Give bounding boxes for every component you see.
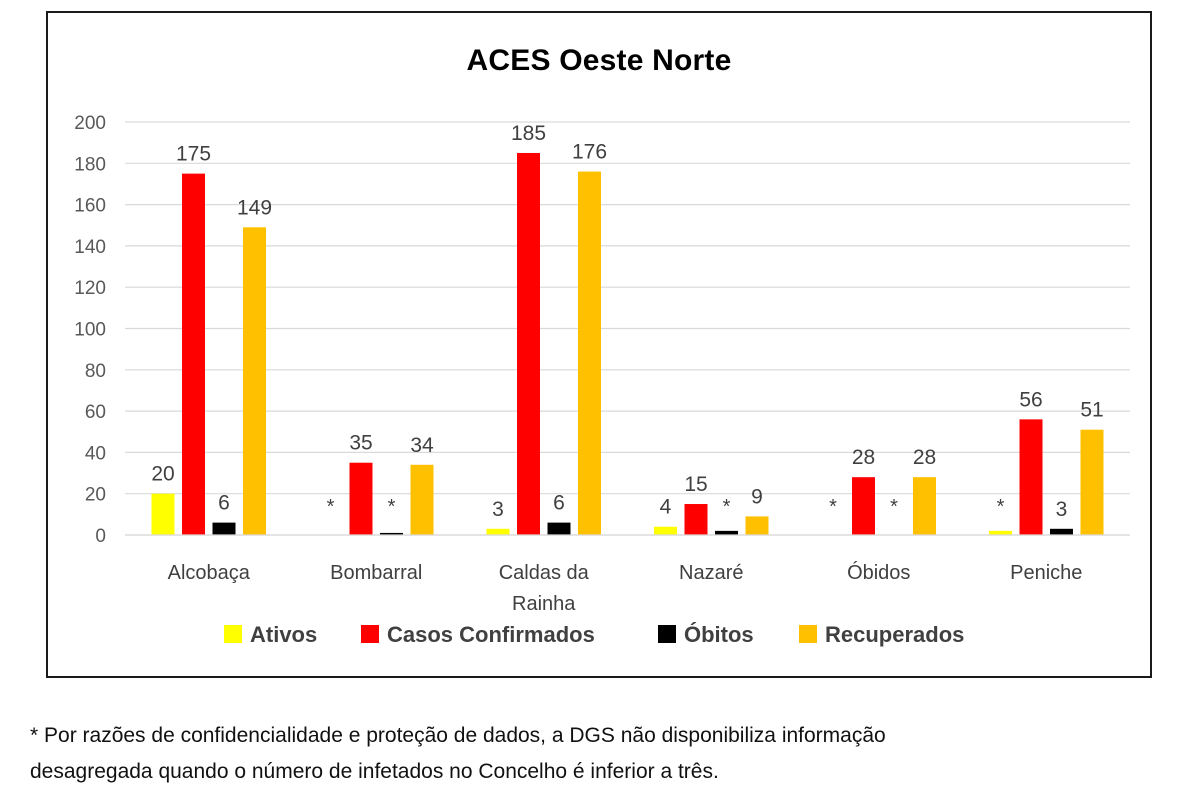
bar: [684, 504, 708, 535]
bar: [989, 530, 1012, 535]
y-tick-label: 120: [74, 278, 106, 299]
data-label: 176: [572, 141, 607, 164]
y-tick-label: 200: [74, 113, 106, 134]
bar: [151, 493, 175, 535]
data-label: *: [890, 496, 898, 518]
bar: [913, 477, 936, 535]
bar: [182, 173, 205, 535]
bar: [578, 171, 601, 535]
footnote-line-1: * Por razões de confidencialidade e prot…: [30, 724, 886, 747]
data-label: 15: [684, 473, 707, 496]
bar: [715, 530, 738, 535]
y-tick-label: 100: [74, 320, 106, 341]
legend-label: Óbitos: [684, 622, 754, 647]
footnote-line-2: desagregada quando o número de infetados…: [30, 760, 719, 783]
x-tick-label: Nazaré: [679, 562, 743, 584]
data-label: *: [829, 496, 837, 518]
y-tick-label: 40: [85, 443, 106, 464]
data-label: 28: [852, 446, 875, 469]
y-tick-label: 0: [95, 526, 106, 547]
y-tick-label: 20: [85, 485, 106, 506]
x-tick-label: Rainha: [512, 593, 576, 615]
bar: [745, 516, 769, 535]
y-tick-label: 180: [74, 154, 106, 175]
data-label: 149: [237, 196, 272, 219]
legend-label: Ativos: [250, 622, 317, 647]
data-label: 35: [349, 432, 372, 455]
x-tick-label: Peniche: [1010, 562, 1082, 584]
x-tick-label: Caldas da: [499, 562, 590, 584]
data-label: 6: [553, 492, 565, 515]
data-label: 9: [751, 485, 763, 508]
bar: [1050, 528, 1073, 535]
data-label: 4: [660, 496, 672, 519]
data-label: 56: [1019, 388, 1042, 411]
bar: [243, 227, 266, 535]
bar: [410, 464, 434, 535]
bar: [1019, 419, 1043, 535]
y-tick-label: 60: [85, 402, 106, 423]
data-label: 185: [511, 122, 546, 145]
data-label: 28: [913, 446, 936, 469]
y-tick-label: 160: [74, 196, 106, 217]
bar: [547, 522, 571, 535]
legend-swatch: [224, 625, 242, 643]
data-label: *: [327, 496, 335, 518]
data-label: 175: [176, 143, 211, 166]
y-tick-label: 140: [74, 237, 106, 258]
data-label: *: [723, 496, 731, 518]
x-tick-label: Alcobaça: [168, 562, 251, 584]
data-label: 3: [1056, 498, 1068, 521]
data-label: *: [997, 496, 1005, 518]
bar: [349, 462, 373, 535]
bar: [1080, 429, 1104, 535]
y-tick-label: 80: [85, 361, 106, 382]
x-tick-label: Bombarral: [330, 562, 422, 584]
data-label: 34: [410, 434, 434, 457]
bar: [654, 526, 677, 535]
bar: [380, 532, 403, 535]
bar: [486, 528, 510, 535]
legend-swatch: [799, 625, 817, 643]
chart-title: ACES Oeste Norte: [466, 44, 732, 77]
bar: [852, 477, 875, 535]
data-label: 20: [151, 463, 174, 486]
bar: [212, 522, 236, 535]
legend-label: Casos Confirmados: [387, 622, 595, 647]
bar: [517, 152, 540, 535]
data-label: 6: [218, 492, 230, 515]
data-label: 51: [1080, 399, 1103, 422]
legend-label: Recuperados: [825, 622, 964, 647]
legend-swatch: [361, 625, 379, 643]
data-label: *: [388, 496, 396, 518]
x-tick-label: Óbidos: [847, 561, 910, 584]
legend-swatch: [658, 625, 676, 643]
data-label: 3: [492, 498, 504, 521]
footnote: * Por razões de confidencialidade e prot…: [30, 718, 1180, 790]
